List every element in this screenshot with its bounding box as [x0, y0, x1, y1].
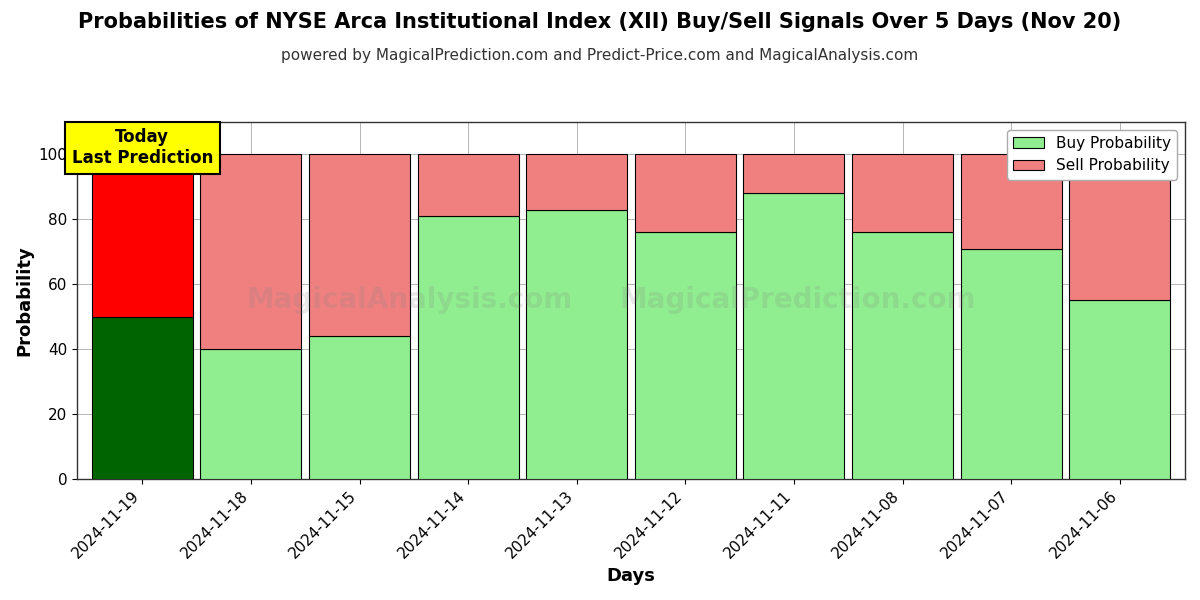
Bar [527, 154, 628, 209]
Bar [852, 154, 953, 232]
Bar [961, 154, 1062, 248]
Bar [418, 216, 518, 479]
Bar [1069, 301, 1170, 479]
Bar [92, 317, 193, 479]
Bar [852, 232, 953, 479]
Text: MagicalPrediction.com: MagicalPrediction.com [619, 286, 976, 314]
X-axis label: Days: Days [607, 567, 655, 585]
Bar [744, 154, 845, 193]
Bar [744, 193, 845, 479]
Bar [527, 209, 628, 479]
Text: Today
Last Prediction: Today Last Prediction [72, 128, 214, 167]
Bar [310, 336, 410, 479]
Bar [92, 154, 193, 317]
Text: powered by MagicalPrediction.com and Predict-Price.com and MagicalAnalysis.com: powered by MagicalPrediction.com and Pre… [281, 48, 919, 63]
Bar [418, 154, 518, 216]
Bar [961, 248, 1062, 479]
Bar [310, 154, 410, 336]
Bar [635, 232, 736, 479]
Text: MagicalAnalysis.com: MagicalAnalysis.com [246, 286, 572, 314]
Legend: Buy Probability, Sell Probability: Buy Probability, Sell Probability [1007, 130, 1177, 179]
Bar [1069, 154, 1170, 301]
Y-axis label: Probability: Probability [14, 245, 32, 356]
Text: Probabilities of NYSE Arca Institutional Index (XII) Buy/Sell Signals Over 5 Day: Probabilities of NYSE Arca Institutional… [78, 12, 1122, 32]
Bar [200, 349, 301, 479]
Bar [635, 154, 736, 232]
Bar [200, 154, 301, 349]
